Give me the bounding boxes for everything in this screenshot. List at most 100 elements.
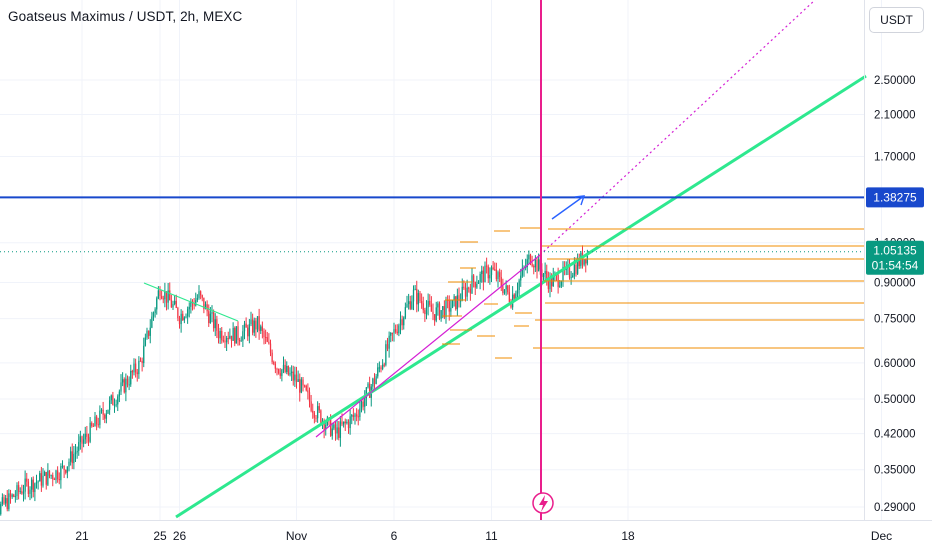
candle-body: [365, 387, 368, 399]
candle-body: [307, 390, 309, 393]
candle-body: [152, 312, 155, 317]
symbol-name: Goatseus Maximus / USDT: [8, 9, 173, 24]
y-tick-label: 2.50000: [874, 75, 916, 87]
candle-body: [87, 436, 90, 442]
currency-button[interactable]: USDT: [869, 7, 924, 33]
candle-body: [437, 303, 439, 308]
candle-body: [255, 320, 257, 330]
candle-body: [180, 313, 182, 325]
candle-body: [144, 337, 147, 346]
candle-body: [396, 331, 398, 334]
candle-body: [440, 310, 442, 319]
candle-body: [515, 293, 517, 299]
candle-body: [201, 295, 203, 298]
candle-body: [146, 330, 148, 338]
candle-body: [78, 442, 80, 451]
candle-body: [118, 391, 121, 397]
candle-body: [32, 479, 34, 493]
candle-body: [229, 335, 231, 339]
candle-body: [534, 259, 537, 268]
candle-body: [143, 345, 145, 364]
candle-body: [34, 483, 36, 493]
candle-body: [81, 436, 83, 444]
candle-body: [490, 267, 493, 276]
candle-body: [411, 301, 413, 309]
candle-body: [505, 285, 507, 290]
candle-body: [381, 364, 384, 369]
candle-body: [169, 290, 171, 301]
candle-body: [357, 416, 359, 418]
x-tick-label: Nov: [286, 529, 307, 543]
candle-body: [562, 266, 564, 282]
candle-body: [214, 319, 216, 329]
candle-body: [333, 424, 335, 429]
candle-body: [461, 286, 463, 301]
candle-body: [359, 408, 361, 417]
candle-body: [429, 300, 431, 305]
candle-body: [521, 267, 524, 276]
candle-body: [188, 306, 190, 310]
candle-body: [237, 326, 239, 341]
candle-body: [446, 300, 449, 302]
candle-body: [164, 291, 166, 300]
candle-body: [55, 470, 57, 481]
candle-body: [139, 360, 142, 362]
title-sep-2: ,: [195, 9, 203, 24]
candle-body: [48, 470, 51, 476]
candle-body: [195, 300, 197, 306]
candle-body: [185, 316, 187, 318]
candle-body: [147, 330, 150, 336]
candle-body: [372, 378, 374, 387]
candle-body: [430, 304, 433, 312]
candle-body: [273, 362, 275, 364]
candle-body: [134, 363, 137, 373]
candle-body: [99, 410, 101, 425]
candle-body: [63, 465, 65, 470]
price-axis-separator: [864, 0, 865, 520]
candle-body: [508, 292, 511, 302]
candle-body: [40, 473, 43, 486]
candle-body: [378, 367, 381, 369]
candle-body: [276, 368, 278, 370]
candle-body: [175, 300, 177, 308]
candle-body: [469, 288, 472, 294]
candle-body: [414, 288, 416, 290]
y-tick-label: 2.10000: [874, 110, 916, 122]
x-tick-label: 21: [75, 529, 89, 543]
candle-body: [459, 300, 462, 302]
symbol-title[interactable]: Goatseus Maximus / USDT, 2h, MEXC: [8, 9, 242, 24]
candle-body: [73, 453, 75, 464]
candle-body: [329, 417, 332, 436]
candle-body: [256, 316, 259, 330]
candle-body: [586, 253, 589, 264]
candle-body: [89, 422, 91, 442]
candle-body: [113, 404, 116, 406]
candle-body: [485, 265, 488, 267]
candle-body: [453, 296, 455, 300]
candle-body: [385, 344, 387, 365]
candle-body: [60, 466, 62, 481]
candle-body: [477, 281, 480, 284]
y-tick-label: 1.70000: [874, 151, 916, 163]
candle-body: [487, 266, 489, 279]
candle-body: [271, 352, 273, 363]
candle-body: [0, 504, 2, 515]
candle-body: [323, 420, 325, 430]
candle-body: [108, 400, 111, 410]
candle-body: [290, 371, 293, 374]
candle-body: [199, 291, 202, 296]
candle-body: [334, 424, 337, 434]
candle-body: [130, 370, 132, 385]
candle-body: [104, 414, 106, 419]
candle-body: [438, 303, 441, 319]
candle-body: [217, 330, 220, 339]
candle-body: [79, 436, 82, 443]
candle-body: [173, 300, 176, 305]
x-tick-label: Dec: [871, 529, 892, 543]
candle-body: [232, 327, 234, 341]
candle-body: [141, 360, 143, 364]
candle-body: [68, 461, 70, 467]
candle-body: [533, 266, 535, 268]
